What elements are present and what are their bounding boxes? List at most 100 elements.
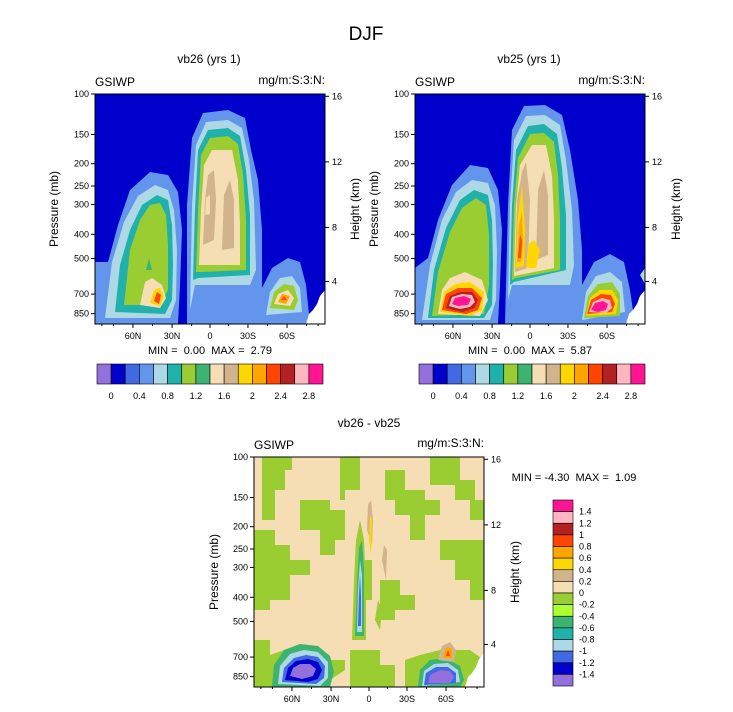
- panel-diff-lat-tick-60N: 60N: [284, 694, 301, 704]
- panel-right-title: vb25 (yrs 1): [497, 52, 560, 66]
- colorbar-diff-label--1.2: -1.2: [579, 658, 595, 668]
- colorbar-left-swatch: [252, 363, 267, 385]
- colorbar-diff-swatch: [552, 557, 574, 571]
- panel-diff-height-tick-16: 16: [491, 454, 501, 464]
- panel-left-ylabel-right: Height (km): [348, 178, 362, 240]
- panel-left-height-tick-16: 16: [332, 91, 342, 101]
- colorbar-right-label-0.4: 0.4: [455, 391, 468, 401]
- panel-diff-lat-tick-30S: 30S: [399, 694, 415, 704]
- panel-left-lat-tick-30S: 30S: [240, 331, 256, 341]
- panel-right-pressure-tick-500: 500: [394, 253, 409, 263]
- colorbar-diff-label-1.2: 1.2: [579, 518, 592, 528]
- colorbar-diff-label--0.8: -0.8: [579, 635, 595, 645]
- colorbar-diff-swatch: [552, 499, 574, 512]
- panel-diff-pressure-tick-200: 200: [233, 522, 248, 532]
- contour-tropical-level11: [526, 240, 540, 268]
- colorbar-left-label-0.4: 0.4: [133, 391, 146, 401]
- contour-nh-neg-level5: [290, 664, 316, 679]
- panel-right-pressure-tick-250: 250: [394, 181, 409, 191]
- panel-diff-contours: [254, 457, 484, 687]
- colorbar-right-label-0.8: 0.8: [483, 391, 496, 401]
- colorbar-right-label-2.8: 2.8: [625, 391, 638, 401]
- colorbar-diff-label--0.6: -0.6: [579, 623, 595, 633]
- colorbar-diff-swatch: [552, 569, 574, 582]
- missing-data-area: [306, 290, 325, 324]
- panel-diff-pressure-tick-150: 150: [233, 492, 248, 502]
- contour-sh-level7: [591, 301, 608, 312]
- contour-sh-pos-level3: [446, 650, 450, 656]
- contour-neg-band-j: [350, 650, 395, 687]
- colorbar-left-swatch: [223, 363, 239, 385]
- colorbar-diff-label--1: -1: [579, 646, 587, 656]
- colorbar-left-swatch: [195, 363, 211, 385]
- panel-right-pressure-tick-100: 100: [394, 89, 409, 99]
- contour-neg-band-a: [262, 457, 292, 520]
- panel-left: vb26 (yrs 1) GSIWP mg/m:S:3:N:: [47, 52, 362, 357]
- panel-left-pressure-tick-850: 850: [74, 309, 89, 319]
- panel-right-lat-tick-30N: 30N: [484, 331, 501, 341]
- panel-diff-units-label: mg/m:S:3:N:: [417, 436, 484, 450]
- panel-left-height-tick-4: 4: [332, 276, 337, 286]
- colorbar-diff-swatch: [552, 592, 574, 605]
- contour-nh-level8: [146, 258, 152, 270]
- panel-diff-lat-tick-0: 0: [366, 694, 371, 704]
- panel-diff-pressure-tick-300: 300: [233, 562, 248, 572]
- panel-right-pressure-tick-200: 200: [394, 159, 409, 169]
- contour-equator-level8: [375, 600, 382, 630]
- panel-right-stats: MIN = 0.00 MAX = 5.87: [468, 345, 592, 357]
- main-title: DJF: [349, 24, 384, 45]
- contour-neg-band-c: [300, 500, 345, 555]
- contour-sh-neg-level4: [428, 670, 454, 683]
- panel-left-ylabel: Pressure (mb): [47, 171, 61, 247]
- contour-tropical-level10: [536, 170, 548, 260]
- colorbar-left-label-1.6: 1.6: [218, 391, 231, 401]
- panel-left-axes: 100 150 200 250 300 400 500 700 850 16 12 8 4 60N 30N 0…: [74, 89, 342, 341]
- colorbar-right-swatch: [517, 363, 533, 385]
- panel-left-pressure-tick-300: 300: [74, 199, 89, 209]
- colorbar-right-label-1.2: 1.2: [512, 391, 525, 401]
- contour-equator-level4: [358, 575, 361, 626]
- contour-tropical-level9: [518, 235, 522, 258]
- contour-nh-level10: [452, 296, 471, 306]
- colorbar-diff-label-1: 1: [579, 530, 584, 540]
- contour-neg-band-b: [254, 530, 310, 610]
- colorbar-right-swatch: [418, 363, 434, 385]
- colorbar-diff-label--0.4: -0.4: [579, 611, 595, 621]
- colorbar-right-swatch: [531, 363, 547, 385]
- panel-right-axes: 100 150 200 250 300 400 500 700 850 16 12 8 4 60N 30N 0…: [394, 89, 662, 341]
- colorbar-left-swatch: [153, 363, 168, 385]
- panel-right-ylabel-right: Height (km): [669, 178, 683, 240]
- panel-diff-stats: MIN = -4.30 MAX = 1.09: [512, 472, 637, 484]
- panel-right-pressure-tick-150: 150: [394, 129, 409, 139]
- panel-diff-field-label: GSIWP: [254, 438, 294, 452]
- panel-left-pressure-tick-400: 400: [74, 229, 89, 239]
- panel-diff: vb26 - vb25 GSIWP mg/m:S:3:N:: [207, 416, 636, 704]
- panel-right-height-tick-8: 8: [652, 222, 657, 232]
- panel-diff-pressure-tick-500: 500: [233, 616, 248, 626]
- panel-left-field-label: GSIWP: [95, 75, 135, 89]
- colorbar-left-label-0.8: 0.8: [161, 391, 174, 401]
- contour-equator-level7: [382, 545, 387, 580]
- panel-diff-title: vb26 - vb25: [338, 416, 401, 430]
- colorbar-right-swatch: [489, 363, 505, 385]
- colorbar-diff-label-0.2: 0.2: [579, 576, 592, 586]
- panel-diff-pressure-tick-400: 400: [233, 592, 248, 602]
- colorbar-left-swatch: [266, 363, 281, 385]
- panel-diff-lat-tick-60S: 60S: [438, 694, 454, 704]
- panel-left-units-label: mg/m:S:3:N:: [258, 73, 325, 87]
- panel-right-pressure-tick-700: 700: [394, 289, 409, 299]
- panel-diff-pressure-tick-850: 850: [233, 672, 248, 682]
- contour-neg-band-h: [380, 580, 415, 620]
- colorbar-right-swatch: [503, 363, 519, 385]
- panel-left-height-tick-8: 8: [332, 222, 337, 232]
- panel-diff-pressure-tick-100: 100: [233, 452, 248, 462]
- colorbar-diff-swatch: [552, 674, 574, 687]
- colorbar-right-swatch: [559, 363, 575, 385]
- colorbar-right-swatch: [475, 363, 490, 385]
- colorbar-diff-label-1.4: 1.4: [579, 507, 592, 517]
- colorbar-diff-swatch: [552, 627, 574, 640]
- contour-neg-band-d: [340, 457, 360, 500]
- panel-right-height-tick-4: 4: [652, 276, 657, 286]
- colorbar-diff-label-0.8: 0.8: [579, 542, 592, 552]
- colorbar-right-swatch: [630, 363, 646, 385]
